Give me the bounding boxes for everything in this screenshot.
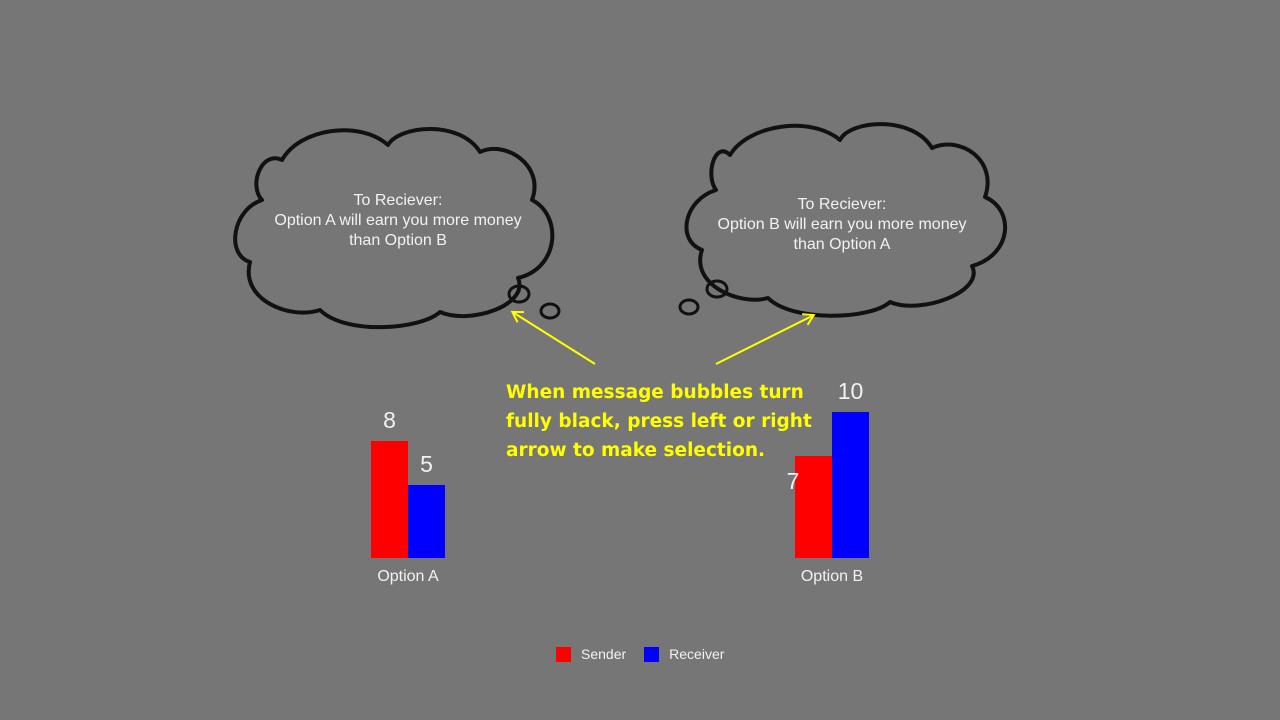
chart-legend: Sender Receiver — [556, 646, 742, 662]
left-pointer-arrow — [510, 310, 596, 365]
left-bubble-line1: To Reciever: — [353, 192, 443, 209]
left-bubble-line2: Option A will earn you more money — [274, 212, 522, 229]
value-label-option-b-receiver: 10 — [837, 378, 864, 404]
value-label-option-a-sender: 8 — [383, 407, 396, 434]
right-cloud-shape — [684, 122, 1008, 318]
instruction-line1: When message bubbles turn — [506, 382, 804, 403]
left-small-bubble-1 — [507, 284, 531, 304]
legend-swatch-sender — [556, 646, 571, 662]
bar-option-a-receiver — [408, 485, 445, 558]
right-pointer-arrow — [715, 313, 816, 365]
right-small-bubble-2 — [678, 298, 700, 316]
bar-option-a-sender — [371, 441, 408, 558]
right-bubble-line2: Option B will earn you more money — [717, 216, 967, 233]
legend-item-receiver: Receiver — [644, 646, 724, 662]
bar-option-b-sender — [795, 455, 832, 558]
legend-swatch-receiver — [644, 646, 660, 662]
bar-option-b-receiver — [832, 412, 869, 558]
left-thought-bubble — [233, 127, 561, 330]
left-cloud-shape — [233, 127, 555, 330]
instruction-line2: fully black, press left or right — [506, 411, 812, 432]
left-bubble-message: To Reciever: Option A will earn you more… — [258, 191, 538, 251]
left-bubble-line3: than Option B — [349, 232, 447, 249]
right-bubble-line3: than Option A — [793, 236, 891, 253]
legend-label-sender: Sender — [581, 646, 627, 662]
legend-label-receiver: Receiver — [669, 646, 725, 662]
right-bubble-line1: To Reciever: — [797, 196, 887, 213]
right-bubble-message: To Reciever: Option B will earn you more… — [702, 195, 982, 255]
right-small-bubble-1 — [705, 279, 729, 299]
option-b-label: Option B — [800, 568, 864, 585]
instruction-text: When message bubbles turn fully black, p… — [506, 378, 812, 465]
left-small-bubble-2 — [539, 302, 561, 320]
legend-item-sender: Sender — [556, 646, 626, 662]
value-label-option-b-sender: 7 — [786, 467, 800, 494]
instruction-line3: arrow to make selection. — [506, 440, 766, 461]
option-a-label: Option A — [377, 568, 439, 585]
right-thought-bubble — [678, 122, 1008, 318]
value-label-option-a-receiver: 5 — [420, 451, 433, 477]
